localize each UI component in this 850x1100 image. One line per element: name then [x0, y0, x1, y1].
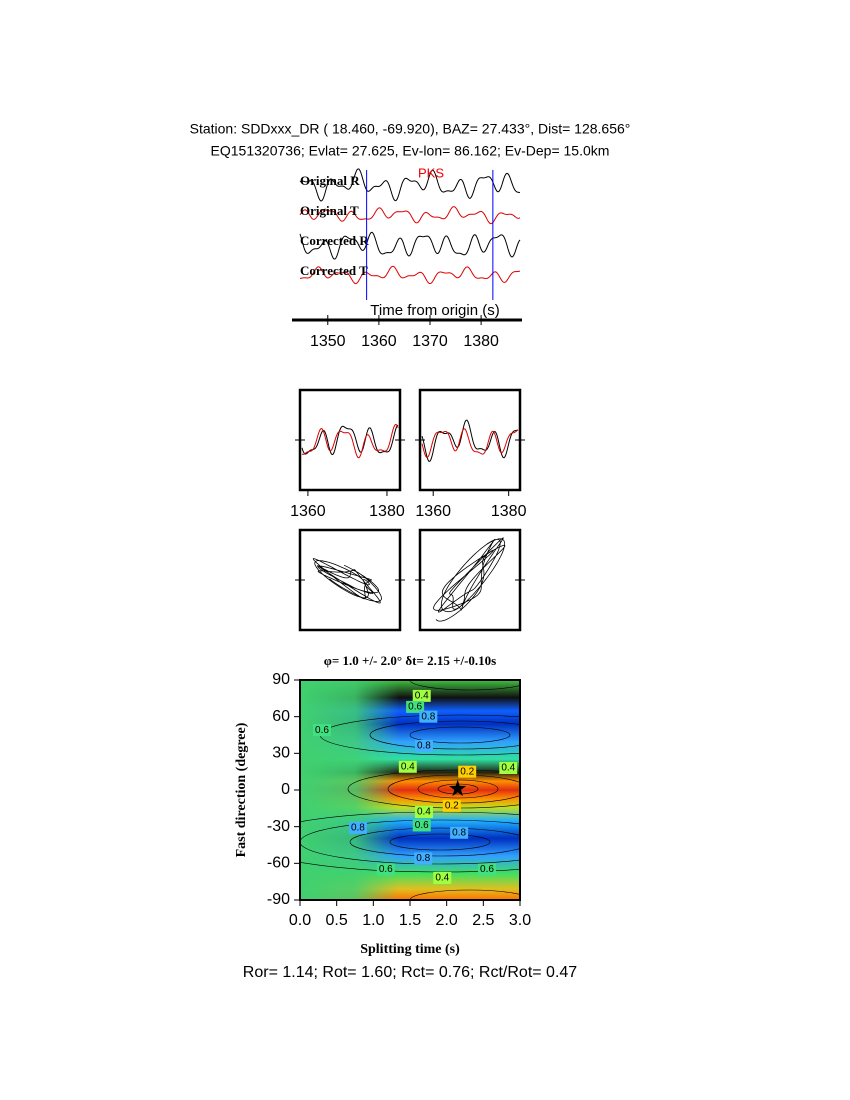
- waveform-trace: [301, 423, 399, 459]
- contour-label-box: [414, 852, 433, 865]
- x-tick-label: 1350: [310, 333, 346, 350]
- x-tick-label: 0.0: [289, 912, 311, 929]
- y-tick-label: -60: [267, 855, 290, 872]
- contour-label: 0.4: [401, 761, 415, 772]
- x-tick-label: 0.5: [326, 912, 348, 929]
- contour-label-box: [478, 863, 496, 876]
- panel-frame: [298, 528, 402, 632]
- x-tick-label: 1360: [415, 503, 451, 520]
- panel-frame: [418, 388, 522, 492]
- trace-label: Original R: [300, 173, 360, 188]
- contour-label: 0.8: [416, 853, 430, 864]
- misfit-surface: [300, 680, 520, 900]
- y-axis-label: Fast direction (degree): [234, 722, 249, 857]
- trace-label: Original T: [300, 203, 359, 218]
- trace-label: Corrected T: [300, 263, 368, 278]
- waveform-trace: [299, 206, 521, 225]
- x-tick-label: 1360: [361, 333, 397, 350]
- contour-label-box: [433, 872, 452, 884]
- contour-label-box: [419, 710, 438, 723]
- x-tick-label: 1.0: [362, 912, 384, 929]
- contour-label: 0.8: [417, 741, 431, 752]
- waveform-trace: [299, 168, 521, 202]
- y-tick-label: 90: [272, 671, 290, 688]
- contour-label-box: [442, 799, 461, 812]
- contour-label: 0.4: [415, 691, 429, 702]
- panel-frame: [418, 528, 522, 632]
- contour-label: 0.4: [435, 873, 449, 884]
- phase-label: PKS: [418, 165, 444, 180]
- waveform-trace: [421, 419, 519, 462]
- contour-label: 0.2: [445, 801, 459, 812]
- contour-label-box: [499, 762, 518, 774]
- waveform-trace: [301, 424, 399, 456]
- particle-motion-trace: [312, 558, 382, 604]
- x-tick-label: 1380: [463, 333, 499, 350]
- waveform-trace: [299, 265, 521, 285]
- contour-label: 0.8: [452, 827, 466, 838]
- station-line: Station: SDDxxx_DR ( 18.460, -69.920), B…: [190, 121, 631, 137]
- contour-label: 0.8: [351, 823, 365, 834]
- contour-label-box: [376, 863, 395, 876]
- y-tick-label: -30: [267, 818, 290, 835]
- contour-label-box: [450, 826, 469, 839]
- contour-label-box: [412, 689, 431, 702]
- particle-motion-trace: [433, 537, 506, 622]
- x-tick-label: 1.5: [399, 912, 421, 929]
- waveform-trace: [421, 428, 519, 459]
- y-tick-label: 60: [272, 708, 290, 725]
- contour-label: 0.6: [415, 820, 429, 831]
- contour-label-box: [414, 806, 433, 818]
- x-tick-label: 2.0: [436, 912, 458, 929]
- x-axis-label: Time from origin (s): [370, 302, 499, 319]
- contour-label: 0.2: [460, 766, 474, 777]
- best-fit-star: [449, 779, 467, 797]
- x-tick-label: 2.5: [472, 912, 494, 929]
- y-tick-label: -90: [267, 891, 290, 908]
- trace-label: Corrected R: [300, 233, 369, 248]
- x-tick-label: 1380: [369, 503, 405, 520]
- footer: Ror= 1.14; Rot= 1.60; Rct= 0.76; Rct/Rot…: [243, 964, 578, 981]
- x-tick-label: 1360: [290, 503, 326, 520]
- contour-label: 0.8: [421, 711, 435, 722]
- contour-label: 0.4: [417, 807, 431, 818]
- y-tick-label: 0: [281, 781, 290, 798]
- x-tick-label: 3.0: [509, 912, 531, 929]
- contour-label-box: [406, 700, 425, 713]
- y-tick-label: 30: [272, 745, 290, 762]
- x-axis-label: Splitting time (s): [360, 942, 460, 957]
- waveform-trace: [299, 231, 521, 260]
- contour-label-box: [458, 765, 477, 778]
- chart-title: φ= 1.0 +/- 2.0° δt= 2.15 +/-0.10s: [324, 653, 496, 668]
- contour-label: 0.6: [315, 725, 329, 736]
- contour-label: 0.6: [408, 702, 422, 713]
- contour-label-box: [412, 819, 431, 832]
- contour-label: 0.4: [501, 763, 515, 774]
- contour-label-box: [313, 724, 331, 737]
- contour-label: 0.6: [480, 864, 494, 875]
- x-tick-label: 1370: [412, 333, 448, 350]
- contour-label-box: [348, 821, 367, 834]
- x-tick-label: 1380: [491, 503, 527, 520]
- contour-label-box: [398, 760, 417, 773]
- event-line: EQ151320736; Evlat= 27.625, Ev-lon= 86.1…: [211, 143, 610, 159]
- contour-label-box: [414, 740, 433, 752]
- panel-frame: [298, 388, 402, 492]
- contour-label: 0.6: [379, 864, 393, 875]
